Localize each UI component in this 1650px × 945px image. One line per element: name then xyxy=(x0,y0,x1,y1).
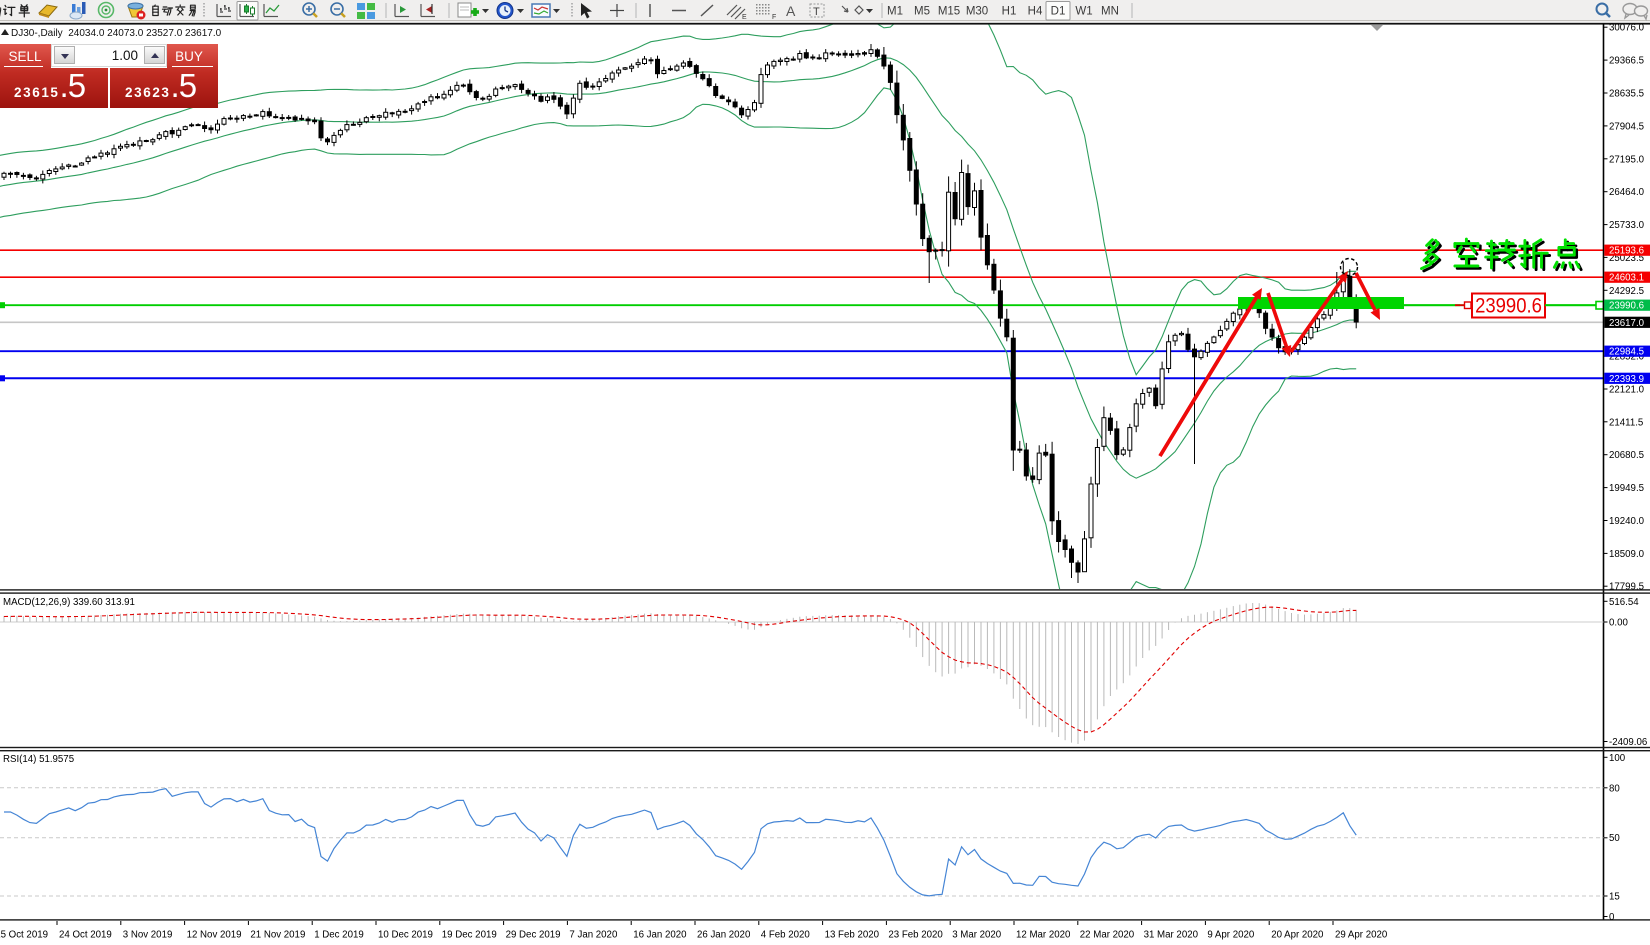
svg-text:22 Mar 2020: 22 Mar 2020 xyxy=(1080,930,1135,941)
svg-text:1 Dec 2019: 1 Dec 2019 xyxy=(314,930,364,941)
svg-text:29 Dec 2019: 29 Dec 2019 xyxy=(506,930,561,941)
svg-text:3 Nov 2019: 3 Nov 2019 xyxy=(123,930,173,941)
svg-text:15 Oct 2019: 15 Oct 2019 xyxy=(0,930,48,941)
svg-text:17799.5: 17799.5 xyxy=(1609,582,1644,593)
svg-text:29366.5: 29366.5 xyxy=(1609,56,1644,67)
svg-text:23 Feb 2020: 23 Feb 2020 xyxy=(888,930,943,941)
svg-text:10 Dec 2019: 10 Dec 2019 xyxy=(378,930,433,941)
svg-text:24 Oct 2019: 24 Oct 2019 xyxy=(59,930,112,941)
svg-text:100: 100 xyxy=(1609,753,1626,764)
svg-text:25023.5: 25023.5 xyxy=(1609,253,1644,264)
svg-text:13 Feb 2020: 13 Feb 2020 xyxy=(825,930,880,941)
svg-text:3 Mar 2020: 3 Mar 2020 xyxy=(952,930,1002,941)
svg-text:MN: MN xyxy=(1101,6,1119,18)
svg-text:RSI(14) 51.9575: RSI(14) 51.9575 xyxy=(3,754,74,765)
svg-text:23617.0: 23617.0 xyxy=(1609,318,1645,329)
svg-text:21411.5: 21411.5 xyxy=(1609,417,1643,428)
svg-text:25193.6: 25193.6 xyxy=(1609,246,1644,257)
svg-text:E: E xyxy=(742,14,747,21)
svg-text:W1: W1 xyxy=(1075,6,1092,18)
svg-text:0.00: 0.00 xyxy=(1609,618,1628,629)
svg-text:D1: D1 xyxy=(1051,6,1066,18)
svg-text:F: F xyxy=(772,14,776,21)
svg-text:20 Apr 2020: 20 Apr 2020 xyxy=(1271,930,1324,941)
svg-text:M15: M15 xyxy=(938,6,960,18)
svg-text:21 Nov 2019: 21 Nov 2019 xyxy=(250,930,305,941)
svg-text:M1: M1 xyxy=(887,6,903,18)
svg-text:20680.5: 20680.5 xyxy=(1609,450,1644,461)
svg-text:H4: H4 xyxy=(1028,6,1043,18)
svg-text:16 Jan 2020: 16 Jan 2020 xyxy=(633,930,687,941)
svg-text:28635.5: 28635.5 xyxy=(1609,89,1644,100)
svg-text:23990.6: 23990.6 xyxy=(1609,301,1644,312)
svg-text:19949.5: 19949.5 xyxy=(1609,483,1644,494)
svg-text:22121.0: 22121.0 xyxy=(1609,385,1645,396)
svg-text:24603.1: 24603.1 xyxy=(1609,273,1644,284)
svg-text:-2409.06: -2409.06 xyxy=(1609,737,1647,748)
svg-text:516.54: 516.54 xyxy=(1609,597,1639,608)
svg-text:4 Feb 2020: 4 Feb 2020 xyxy=(761,930,811,941)
svg-text:12 Nov 2019: 12 Nov 2019 xyxy=(187,930,242,941)
svg-text:31 Mar 2020: 31 Mar 2020 xyxy=(1144,930,1199,941)
svg-text:0: 0 xyxy=(1609,912,1615,923)
svg-text:29 Apr 2020: 29 Apr 2020 xyxy=(1335,930,1388,941)
svg-text:M5: M5 xyxy=(914,6,930,18)
svg-text:15: 15 xyxy=(1609,892,1620,903)
svg-text:80: 80 xyxy=(1609,783,1620,794)
svg-text:7 Jan 2020: 7 Jan 2020 xyxy=(569,930,618,941)
svg-text:19240.0: 19240.0 xyxy=(1609,516,1645,527)
svg-text:19 Dec 2019: 19 Dec 2019 xyxy=(442,930,497,941)
svg-text:30076.0: 30076.0 xyxy=(1609,23,1645,34)
svg-text:9 Apr 2020: 9 Apr 2020 xyxy=(1207,930,1254,941)
svg-text:M30: M30 xyxy=(966,6,988,18)
svg-text:26 Jan 2020: 26 Jan 2020 xyxy=(697,930,751,941)
svg-text:24292.5: 24292.5 xyxy=(1609,286,1644,297)
svg-text:T: T xyxy=(813,6,820,18)
svg-text:MACD(12,26,9) 339.60 313.91: MACD(12,26,9) 339.60 313.91 xyxy=(3,597,135,608)
svg-text:22984.5: 22984.5 xyxy=(1609,347,1644,358)
svg-text:25733.0: 25733.0 xyxy=(1609,220,1645,231)
svg-text:26464.0: 26464.0 xyxy=(1609,187,1645,198)
svg-text:12 Mar 2020: 12 Mar 2020 xyxy=(1016,930,1071,941)
svg-text:27904.5: 27904.5 xyxy=(1609,121,1644,132)
svg-text:27195.0: 27195.0 xyxy=(1609,154,1645,165)
svg-text:22852.0: 22852.0 xyxy=(1609,352,1645,363)
svg-text:A: A xyxy=(786,3,796,19)
svg-text:50: 50 xyxy=(1609,833,1620,844)
svg-text:H1: H1 xyxy=(1002,6,1017,18)
svg-text:22393.9: 22393.9 xyxy=(1609,374,1644,385)
svg-text:23990.6: 23990.6 xyxy=(1475,294,1542,318)
svg-text:18509.0: 18509.0 xyxy=(1609,549,1645,560)
